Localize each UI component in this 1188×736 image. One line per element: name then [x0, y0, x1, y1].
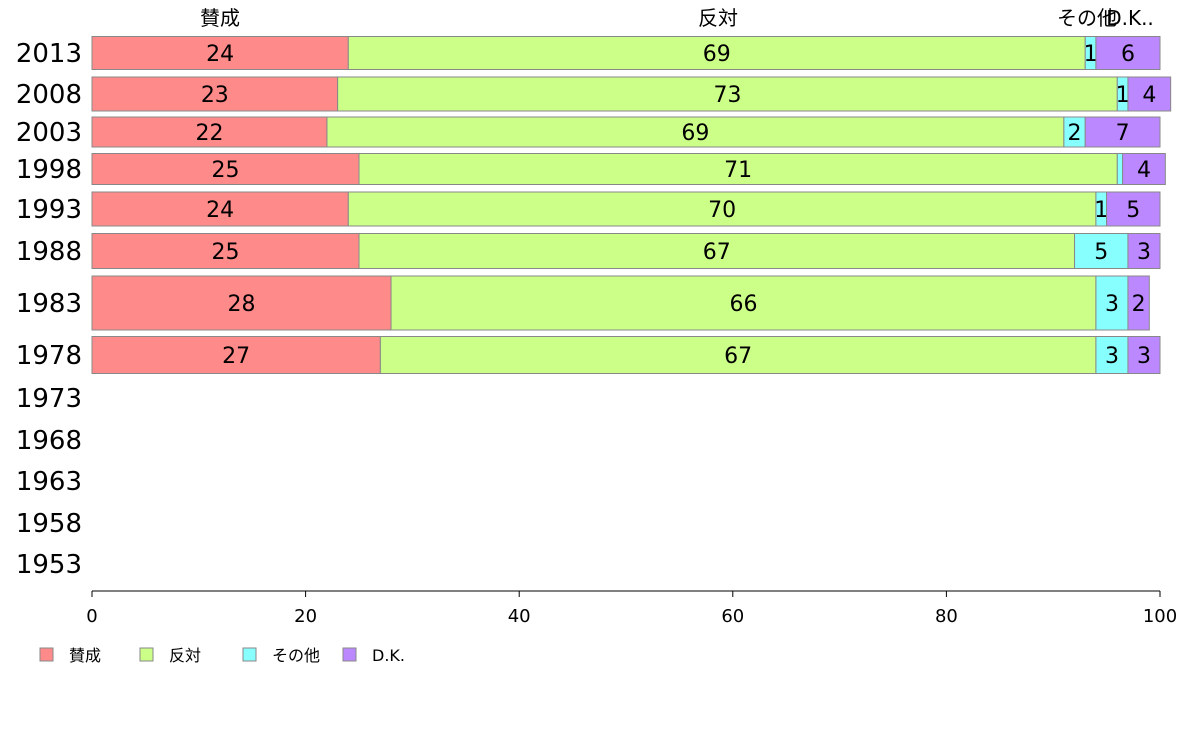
data-label-1988-series-1: 67 [703, 240, 731, 265]
data-label-1978-series-0: 27 [222, 344, 250, 369]
y-tick-label-1963: 1963 [16, 467, 82, 497]
data-label-2008-series-2: 1 [1116, 83, 1130, 108]
y-tick-label-2013: 2013 [16, 39, 82, 69]
data-label-1983-series-2: 3 [1105, 292, 1119, 317]
data-label-2008-series-1: 73 [713, 83, 741, 108]
data-label-1998-series-1: 71 [724, 158, 752, 183]
bar-1993-series-3 [1106, 191, 1161, 227]
bar-1978-series-3 [1127, 336, 1161, 374]
bar-1978-series-2 [1095, 336, 1129, 374]
y-tick-label-1993: 1993 [16, 195, 82, 225]
bar-2013-series-1 [347, 36, 1086, 70]
y-tick-label-2003: 2003 [16, 118, 82, 148]
data-label-1988-series-0: 25 [212, 240, 240, 265]
y-tick-label-1958: 1958 [16, 509, 82, 539]
y-tick-label-1983: 1983 [16, 289, 82, 319]
bar-1998-series-2 [1116, 153, 1124, 185]
data-label-1983-series-1: 66 [729, 292, 757, 317]
y-tick-label-1998: 1998 [16, 155, 82, 185]
bar-1988-series-3 [1127, 233, 1161, 269]
bar-1988-series-2 [1074, 233, 1129, 269]
data-label-2008-series-0: 23 [201, 83, 229, 108]
data-label-1978-series-2: 3 [1105, 344, 1119, 369]
legend-label-0: 賛成 [69, 646, 101, 665]
bar-2003-series-1 [326, 116, 1065, 148]
y-tick-label-1968: 1968 [16, 426, 82, 456]
bar-1998-series-1 [358, 153, 1118, 185]
data-label-1993-series-3: 5 [1126, 198, 1140, 223]
x-tick-label-40: 40 [508, 606, 531, 627]
legend-swatch-0 [39, 647, 54, 662]
data-label-1983-series-0: 28 [228, 292, 256, 317]
bar-1983-series-0 [91, 275, 392, 331]
y-tick-label-2008: 2008 [16, 80, 82, 110]
y-tick-label-1953: 1953 [16, 550, 82, 580]
x-tick-label-60: 60 [721, 606, 744, 627]
bar-1978-series-1 [379, 336, 1097, 374]
bar-1983-series-2 [1095, 275, 1129, 331]
data-label-1993-series-0: 24 [206, 198, 234, 223]
data-label-2013-series-2: 1 [1084, 42, 1098, 67]
data-label-2013-series-0: 24 [206, 42, 234, 67]
data-label-2013-series-1: 69 [703, 42, 731, 67]
data-label-2003-series-1: 69 [681, 121, 709, 146]
data-label-2003-series-3: 7 [1116, 121, 1130, 146]
y-tick-label-1978: 1978 [16, 341, 82, 371]
data-label-1993-series-2: 1 [1094, 198, 1108, 223]
column-header-3: D.K.. [1106, 6, 1154, 30]
x-tick-label-0: 0 [86, 606, 97, 627]
column-header-1: 反対 [698, 6, 738, 30]
legend-swatch-1 [139, 647, 154, 662]
y-tick-label-1988: 1988 [16, 237, 82, 267]
x-tick-label-20: 20 [294, 606, 317, 627]
bar-1988-series-1 [358, 233, 1076, 269]
data-label-1998-series-3: 4 [1137, 158, 1151, 183]
bar-2003-series-3 [1084, 116, 1161, 148]
bar-2008-series-3 [1127, 76, 1172, 112]
column-header-0: 賛成 [200, 6, 240, 30]
data-label-1993-series-1: 70 [708, 198, 736, 223]
x-tick-label-80: 80 [935, 606, 958, 627]
data-label-2003-series-2: 2 [1068, 121, 1082, 146]
bar-1998-series-3 [1122, 153, 1166, 185]
legend-label-2: その他 [272, 646, 320, 665]
bar-1988-series-0 [91, 233, 360, 269]
legend-swatch-2 [242, 647, 257, 662]
bar-1983-series-1 [390, 275, 1097, 331]
legend-label-1: 反対 [169, 646, 201, 665]
data-label-1983-series-3: 2 [1132, 292, 1146, 317]
column-header-2: その他 [1057, 6, 1117, 30]
bar-1978-series-0 [91, 336, 381, 374]
legend-swatch-3 [342, 647, 357, 662]
bar-1998-series-0 [91, 153, 360, 185]
data-label-2003-series-0: 22 [195, 121, 223, 146]
bar-1983-series-3 [1127, 275, 1150, 331]
x-tick-label-100: 100 [1143, 606, 1177, 627]
data-label-2013-series-3: 6 [1121, 42, 1135, 67]
bar-2013-series-3 [1095, 36, 1161, 70]
data-label-1978-series-3: 3 [1137, 344, 1151, 369]
bar-2008-series-1 [337, 76, 1118, 112]
bar-2003-series-0 [91, 116, 328, 148]
data-label-2008-series-3: 4 [1142, 83, 1156, 108]
legend-label-3: D.K. [372, 646, 405, 665]
data-label-1998-series-0: 25 [212, 158, 240, 183]
data-label-1988-series-2: 5 [1094, 240, 1108, 265]
data-label-1988-series-3: 3 [1137, 240, 1151, 265]
data-label-1978-series-1: 67 [724, 344, 752, 369]
bar-2013-series-0 [91, 36, 349, 70]
y-tick-label-1973: 1973 [16, 384, 82, 414]
